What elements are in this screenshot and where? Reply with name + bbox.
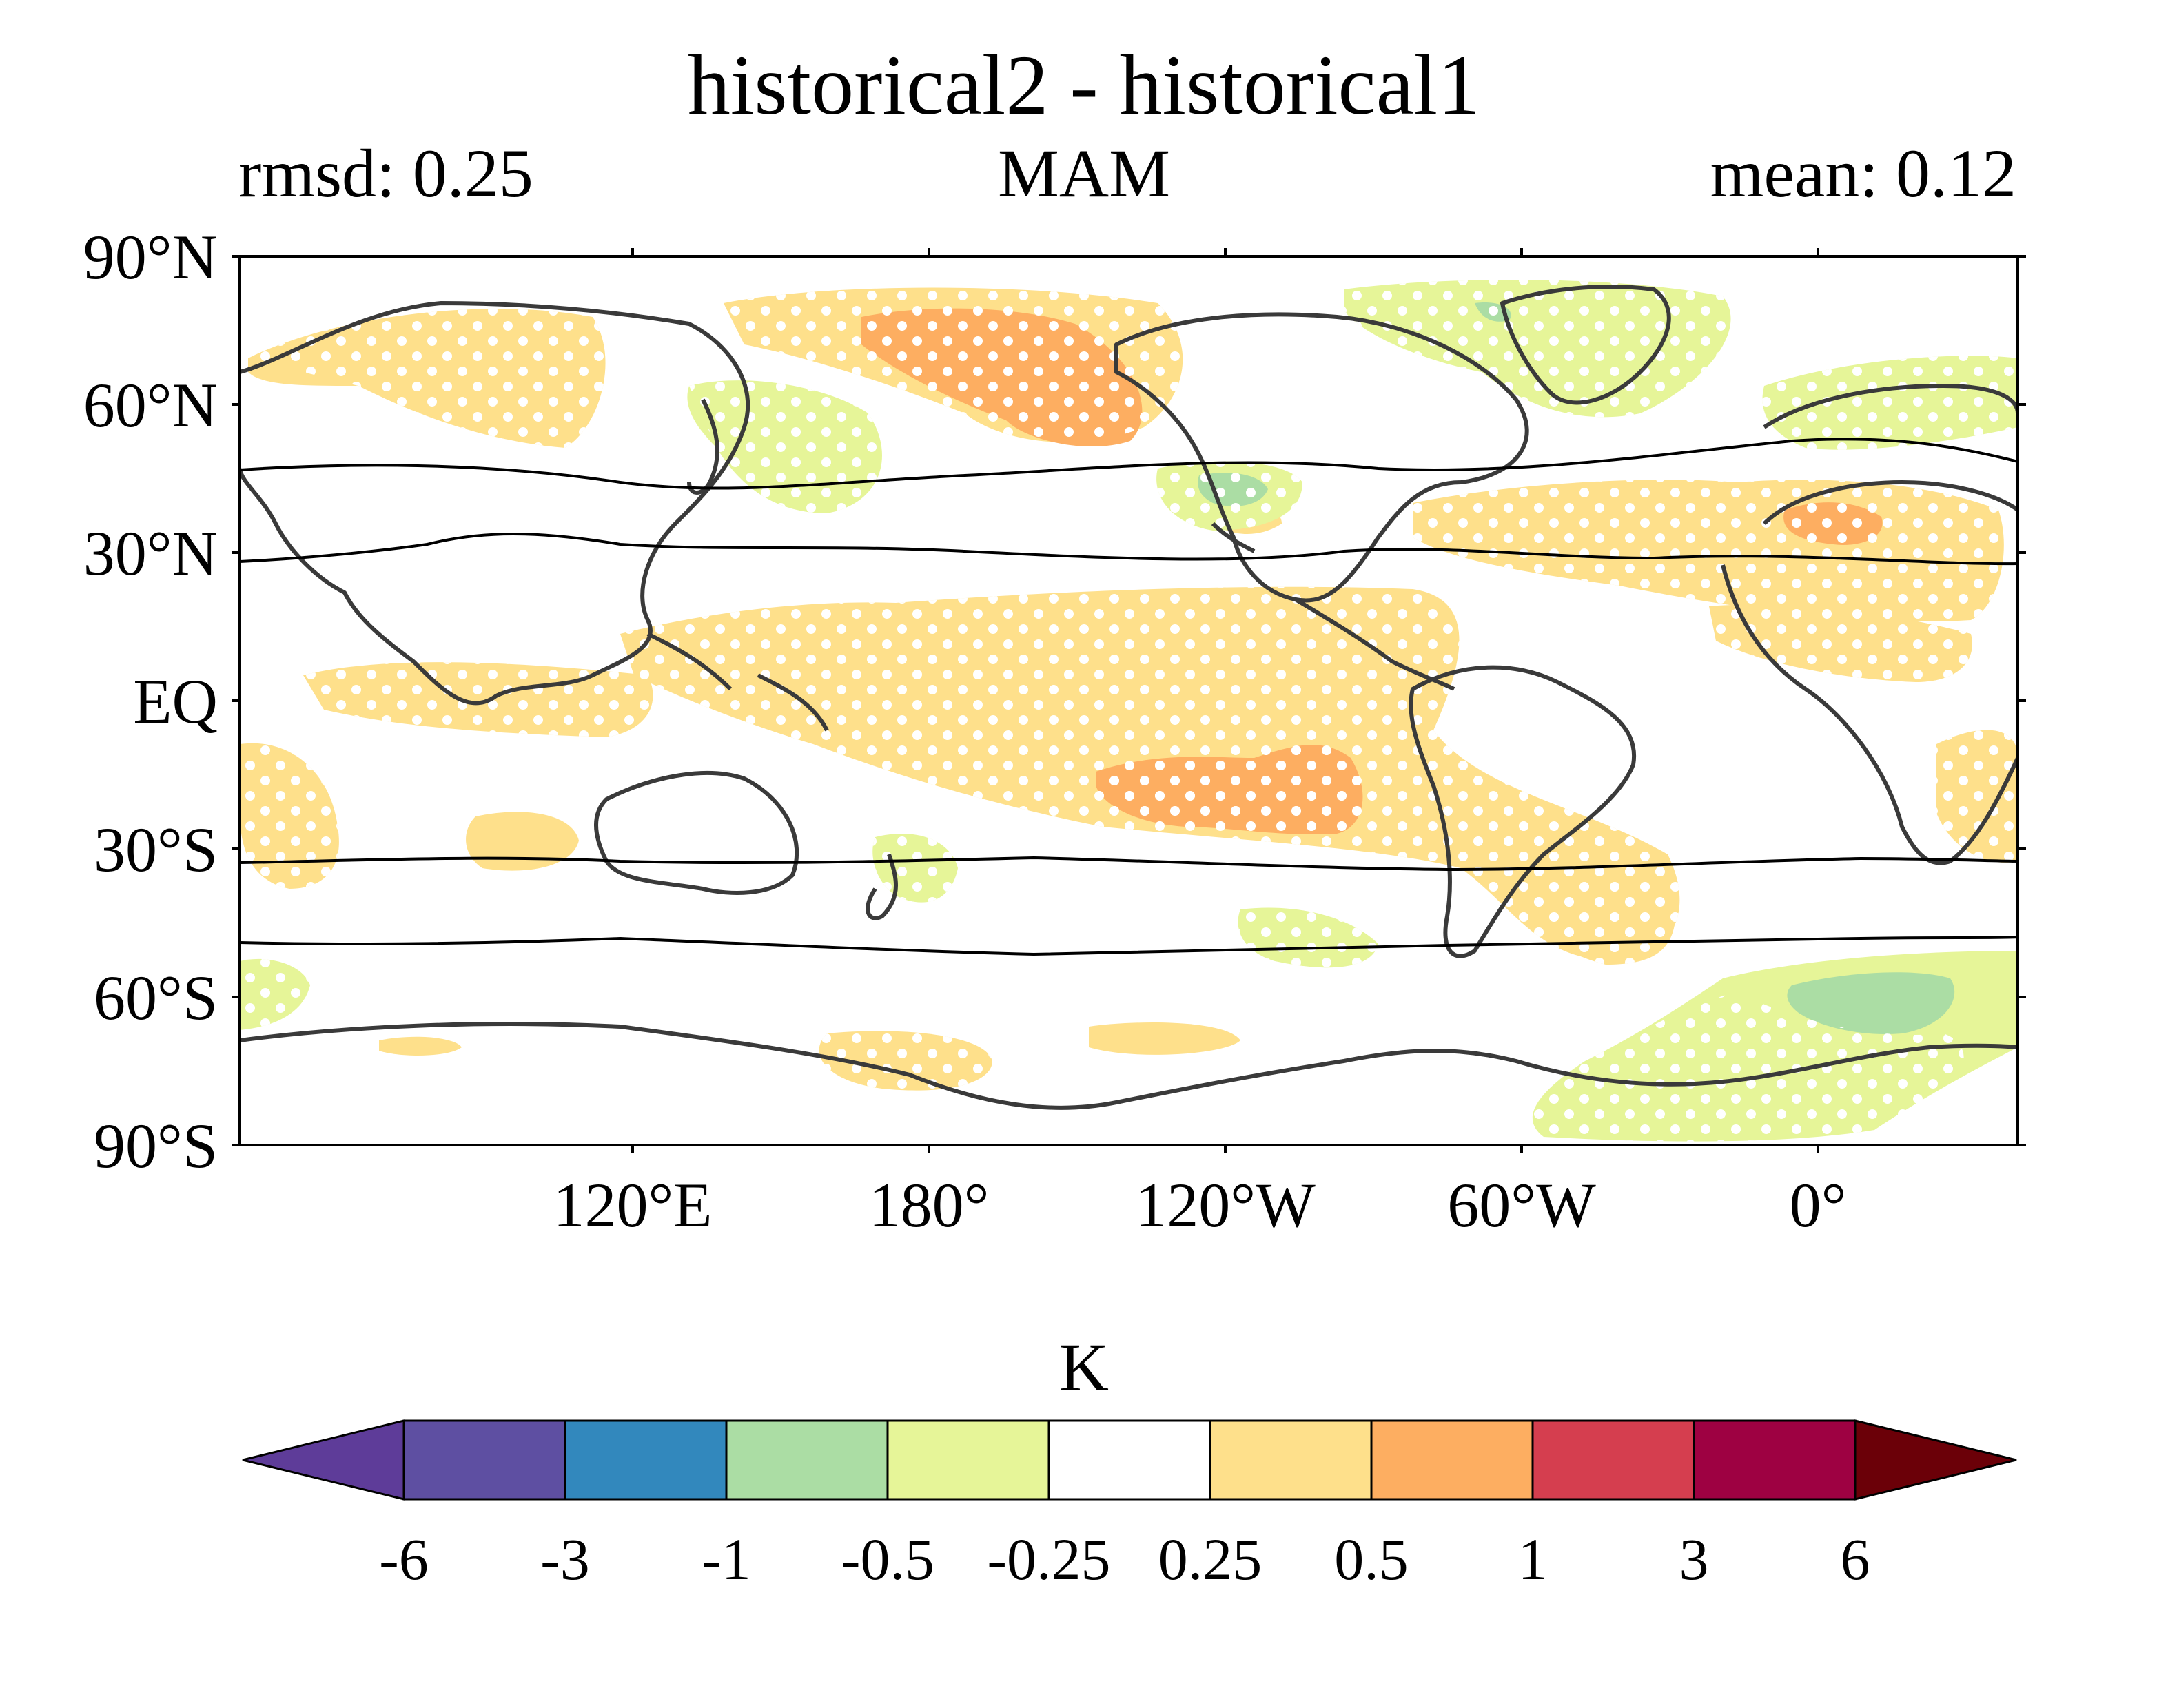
season-annotation: MAM	[997, 135, 1171, 212]
lon-label: 0°	[1790, 1170, 1847, 1240]
lat-label: 60°N	[83, 370, 218, 440]
contour-lines	[240, 438, 2018, 956]
anomaly-region	[466, 812, 579, 871]
lat-label: 60°S	[94, 963, 218, 1033]
contour-line	[240, 936, 2018, 956]
coastline-asia	[240, 301, 750, 706]
coastline-new-zealand	[866, 854, 898, 920]
colorbar-tick-label: 6	[1841, 1526, 1870, 1592]
colorbar-under-arrow	[242, 1419, 405, 1501]
coastline-north-america	[1114, 312, 1529, 603]
colorbar-bin	[1531, 1419, 1695, 1501]
coastline-greenland	[1500, 285, 1671, 405]
coastline-islands	[646, 522, 1256, 732]
mean-annotation: mean: 0.12	[1710, 135, 2016, 212]
colorbar-tick-label: -3	[540, 1526, 590, 1592]
colorbar-bin	[1693, 1419, 1857, 1501]
colorbar-over-arrow	[1854, 1419, 2017, 1501]
lon-labels: 120°E 180° 120°W 60°W 0°	[553, 1170, 1847, 1240]
colorbar-tick-label: 0.25	[1158, 1526, 1262, 1592]
colorbar-bin	[402, 1419, 566, 1501]
anomaly-region	[379, 1036, 462, 1056]
coastlines	[240, 285, 2018, 1110]
colorbar-tick-label: -6	[379, 1526, 429, 1592]
lon-label: 180°	[869, 1170, 990, 1240]
coastline-south-america	[1409, 665, 1637, 958]
rmsd-annotation: rmsd: 0.25	[238, 135, 533, 212]
colorbar-tick-label: 1	[1518, 1526, 1548, 1592]
colorbar-tick-label: -0.25	[987, 1526, 1110, 1592]
colorbar-units-label: K	[1059, 1329, 1109, 1406]
map-area	[240, 256, 2018, 1145]
colorbar-bin	[725, 1419, 889, 1501]
lat-ticks	[232, 255, 2026, 1146]
lon-label: 60°W	[1447, 1170, 1596, 1240]
coastline-antarctica	[240, 1022, 2018, 1110]
lat-labels: 90°N 60°N 30°N EQ 30°S 60°S 90°S	[83, 222, 218, 1181]
lat-label: EQ	[133, 666, 218, 737]
colorbar-labels: -6 -3 -1 -0.5 -0.25 0.25 0.5 1 3 6	[379, 1526, 1870, 1592]
colorbar-bin	[1209, 1419, 1373, 1501]
coastline-central-america	[1294, 597, 1455, 691]
coastline-japan	[687, 398, 719, 495]
anomaly-region	[1089, 1022, 1240, 1055]
colorbar-bin	[886, 1419, 1050, 1501]
anomaly-region	[1787, 972, 1955, 1034]
coastline-europe-africa	[1721, 384, 2018, 865]
lat-label: 30°S	[94, 814, 218, 885]
colorbar-tick-label: 3	[1679, 1526, 1709, 1592]
contour-line	[240, 438, 2018, 490]
lat-label: 90°N	[83, 222, 218, 292]
colorbar	[242, 1419, 2017, 1501]
colorbar-tick-label: 0.5	[1334, 1526, 1409, 1592]
colorbar-bin	[564, 1419, 728, 1501]
colorbar-tick-label: -1	[702, 1526, 751, 1592]
colorbar-tick-label: -0.5	[841, 1526, 934, 1592]
plot-title: historical2 - historical1	[687, 38, 1481, 132]
colorbar-bin	[1370, 1419, 1534, 1501]
lat-label: 90°S	[94, 1111, 218, 1181]
colorbar-bin	[1047, 1419, 1211, 1501]
contour-line	[240, 533, 2018, 566]
contour-line	[240, 856, 2018, 872]
lat-label: 30°N	[83, 518, 218, 588]
lon-label: 120°W	[1135, 1170, 1316, 1240]
lon-label: 120°E	[553, 1170, 713, 1240]
significance-stippling	[240, 280, 2018, 1142]
lon-ticks	[631, 248, 1819, 1153]
